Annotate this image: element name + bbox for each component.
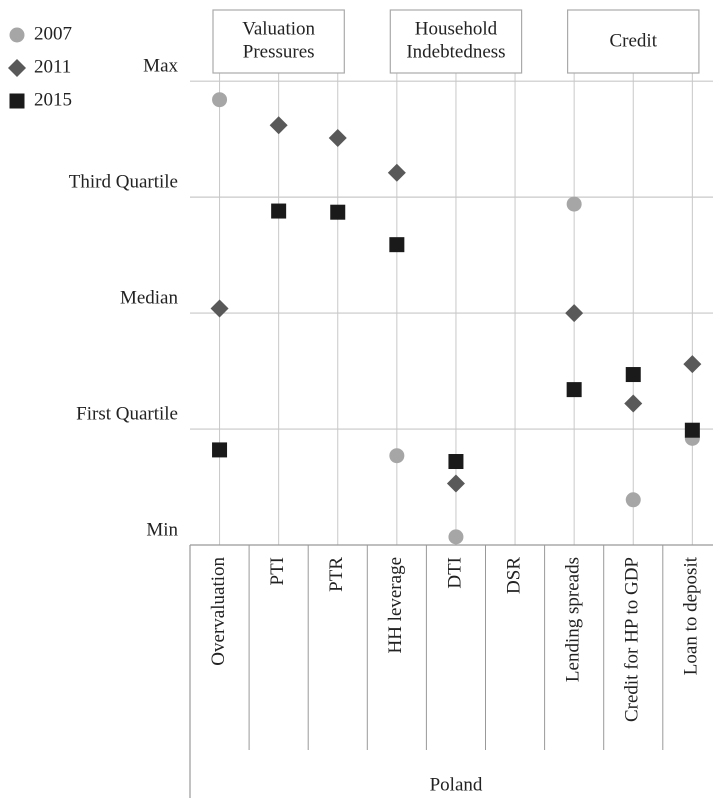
data-point bbox=[210, 299, 229, 318]
x-tick-label: Loan to deposit bbox=[681, 556, 702, 675]
x-tick-label: HH leverage bbox=[385, 557, 406, 654]
x-tick-label: PTI bbox=[267, 557, 288, 586]
legend-marker bbox=[9, 93, 25, 109]
x-tick-label: Credit for HP to GDP bbox=[622, 557, 643, 722]
data-point bbox=[389, 237, 405, 253]
country-label: Poland bbox=[430, 774, 483, 795]
data-point bbox=[448, 454, 464, 470]
legend-marker bbox=[8, 59, 26, 77]
data-point bbox=[625, 367, 641, 383]
group-box bbox=[389, 9, 523, 74]
data-point bbox=[566, 196, 582, 212]
data-point bbox=[328, 128, 347, 147]
group-box bbox=[566, 9, 700, 74]
y-tick-label: Max bbox=[143, 56, 178, 77]
x-tick-label: PTR bbox=[326, 557, 347, 592]
data-point bbox=[624, 394, 643, 413]
data-point bbox=[566, 382, 582, 398]
x-tick-label: DSR bbox=[503, 557, 524, 594]
data-point bbox=[330, 204, 346, 220]
data-point bbox=[448, 529, 464, 545]
legend-label: 2015 bbox=[34, 89, 72, 110]
group-box bbox=[212, 9, 345, 74]
group-label: Household Indebtedness bbox=[406, 19, 505, 63]
data-point bbox=[212, 92, 228, 108]
y-tick-label: Min bbox=[146, 519, 178, 540]
group-label: Credit bbox=[610, 30, 658, 51]
data-point bbox=[212, 442, 228, 458]
x-tick-label: Lending spreads bbox=[563, 557, 584, 682]
data-point bbox=[387, 163, 406, 182]
data-point bbox=[625, 492, 641, 508]
y-tick-label: Third Quartile bbox=[69, 171, 178, 192]
data-point bbox=[684, 422, 700, 438]
data-point bbox=[269, 116, 288, 135]
group-label: Valuation Pressures bbox=[242, 19, 315, 63]
x-tick-label: Overvaluation bbox=[208, 557, 229, 666]
data-point bbox=[683, 355, 702, 374]
data-point bbox=[389, 448, 405, 464]
legend-marker bbox=[9, 27, 25, 43]
y-tick-label: First Quartile bbox=[76, 403, 178, 424]
x-tick-label: DTI bbox=[444, 557, 465, 589]
data-point bbox=[446, 474, 465, 493]
legend-label: 2011 bbox=[34, 56, 71, 77]
y-tick-label: Median bbox=[120, 287, 179, 308]
data-point bbox=[271, 203, 287, 219]
data-point bbox=[565, 304, 584, 323]
legend-label: 2007 bbox=[34, 23, 72, 44]
